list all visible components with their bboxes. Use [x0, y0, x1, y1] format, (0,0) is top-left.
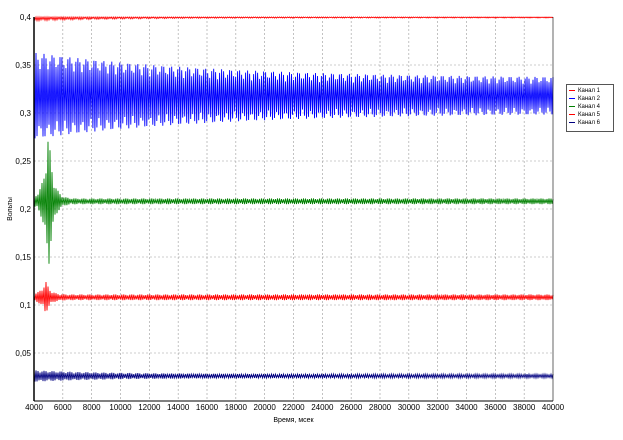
series-line [33, 141, 554, 264]
legend-item-3: Канал 4 [569, 104, 600, 111]
legend-label: Канал 6 [578, 120, 600, 126]
x-tick-label: 22000 [282, 403, 305, 412]
y-tick-label: 0,2 [20, 205, 32, 214]
legend-item-2: Канал 2 [569, 96, 600, 103]
x-axis-title: Время, мсек [273, 417, 314, 424]
series-line [33, 370, 554, 382]
legend-swatch [569, 97, 575, 99]
x-tick-label: 40000 [542, 403, 565, 412]
legend-item-4: Канал 5 [569, 112, 600, 119]
x-tick-label: 14000 [167, 403, 190, 412]
x-tick-label: 6000 [54, 403, 72, 412]
legend: Канал 1 Канал 2 Канал 4 Канал 5 Канал 6 [566, 84, 614, 132]
legend-swatch [569, 113, 575, 115]
y-tick-label: 0,3 [20, 109, 32, 118]
x-tick-label: 8000 [83, 403, 101, 412]
x-tick-label: 10000 [109, 403, 132, 412]
x-tick-label: 20000 [254, 403, 277, 412]
y-tick-label: 0,15 [15, 253, 31, 262]
y-tick-label: 0,1 [20, 301, 32, 310]
x-tick-label: 32000 [427, 403, 450, 412]
legend-label: Канал 4 [578, 104, 600, 110]
x-tick-label: 12000 [138, 403, 161, 412]
legend-item-1: Канал 1 [569, 88, 600, 95]
series-line [33, 281, 554, 312]
x-tick-label: 38000 [513, 403, 536, 412]
y-tick-label: 0,4 [20, 13, 32, 22]
y-tick-label: 0,35 [15, 61, 31, 70]
legend-swatch [569, 121, 575, 123]
legend-swatch [569, 105, 575, 107]
legend-label: Канал 5 [578, 112, 600, 118]
x-tick-label: 18000 [225, 403, 248, 412]
legend-item-5: Канал 6 [569, 120, 600, 127]
legend-label: Канал 1 [578, 88, 600, 94]
x-tick-label: 34000 [455, 403, 478, 412]
y-tick-label: 0,25 [15, 157, 31, 166]
x-tick-label: 26000 [340, 403, 363, 412]
x-tick-label: 28000 [369, 403, 392, 412]
x-tick-label: 16000 [196, 403, 219, 412]
legend-label: Канал 2 [578, 96, 600, 102]
series-line [33, 52, 554, 139]
x-tick-label: 4000 [25, 403, 43, 412]
series-line [33, 15, 554, 23]
legend-swatch [569, 89, 575, 91]
y-tick-label: 0,05 [15, 349, 31, 358]
x-tick-label: 30000 [398, 403, 421, 412]
x-tick-label: 36000 [484, 403, 507, 412]
x-tick-label: 24000 [311, 403, 334, 412]
y-axis-title: Вольты [7, 197, 14, 221]
